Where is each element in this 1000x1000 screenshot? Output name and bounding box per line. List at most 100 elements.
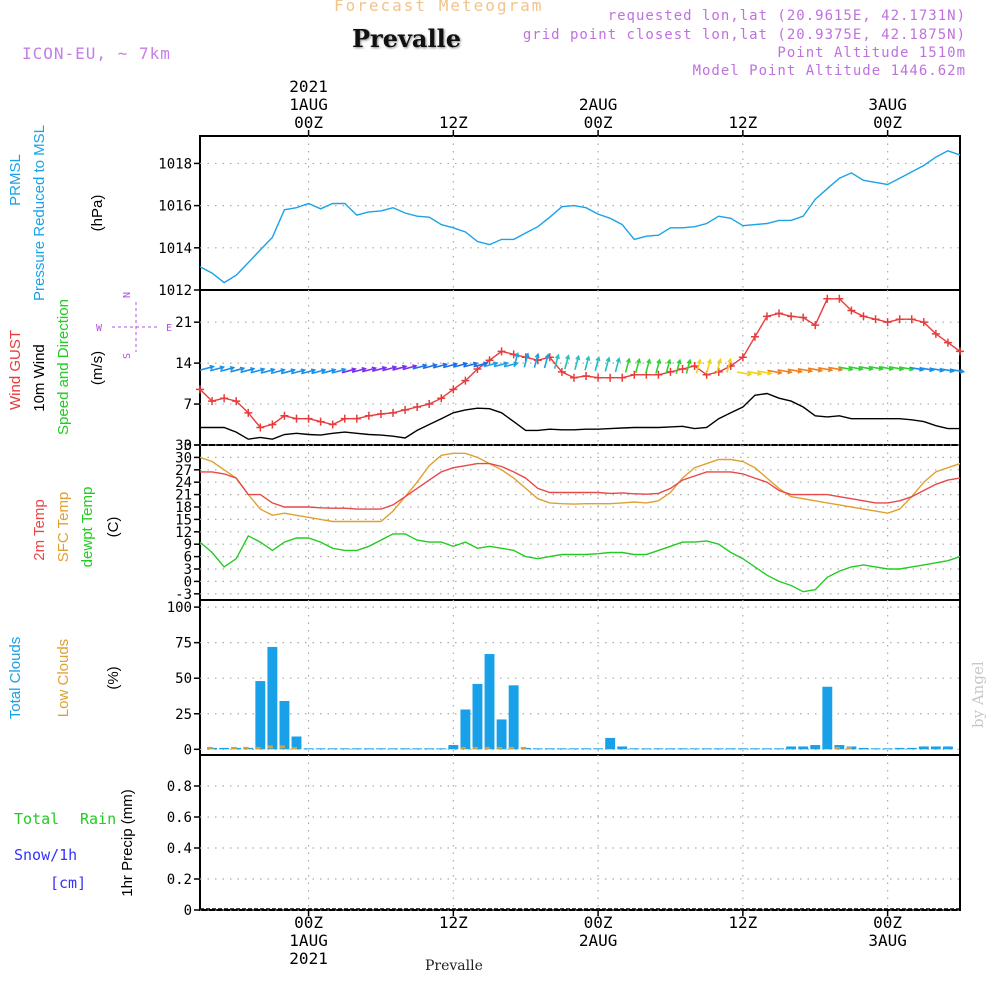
wind-direction-arrow: [493, 362, 508, 368]
snow-label: Snow/1h: [14, 846, 77, 864]
top-time-label: 00Z: [584, 113, 613, 132]
total-cloud-bar: [279, 700, 290, 750]
wind-gust-marker: [220, 394, 229, 403]
wind-gust-marker: [413, 402, 422, 411]
requested-coordinates: requested lon,lat (20.9615E, 42.1731N): [607, 8, 966, 24]
bottom-time-label: 00Z: [873, 913, 902, 932]
dewpt-temp-line: [200, 533, 960, 593]
low-cloud-bar: [255, 746, 261, 749]
total-cloud-bar: [544, 748, 555, 750]
wind-gust-marker: [328, 420, 337, 429]
wind-direction-arrow: [614, 358, 620, 373]
wind-direction-arrowhead: [707, 358, 712, 364]
sfc-temp-line: [200, 452, 960, 523]
rain-label-rain: Rain: [80, 810, 116, 828]
low-cloud-bar: [267, 745, 273, 749]
wind-direction-arrow: [878, 365, 893, 370]
clouds-frame: [199, 599, 961, 756]
temperature-frame: [199, 444, 961, 601]
wind-gust-marker: [823, 294, 832, 303]
wind-direction-arrow: [939, 367, 954, 372]
total-cloud-bar: [303, 748, 314, 750]
wind-direction-arrowhead: [767, 370, 773, 376]
temperature-ytick-label: 33: [175, 438, 192, 454]
wind-direction-arrowhead: [503, 361, 509, 367]
wind-direction-arrowhead: [320, 368, 327, 374]
pressure-ytick-label: 1012: [158, 283, 192, 299]
wind-direction-arrow: [230, 367, 245, 373]
wind-direction-arrowhead: [565, 354, 571, 360]
low-cloud-bar: [291, 746, 298, 749]
wind-direction-arrow: [240, 367, 255, 374]
total-cloud-bar: [918, 746, 929, 750]
pressure-label-reduced: Pressure Reduced to MSL: [31, 125, 48, 301]
wind-direction-arrow: [574, 355, 580, 370]
wind-gust-marker: [630, 370, 639, 379]
wind-direction-arrowhead: [250, 367, 256, 372]
top-time-label: 1AUG: [289, 95, 328, 114]
wind-direction-arrowhead: [625, 357, 631, 363]
wind-direction-arrowhead: [797, 368, 803, 374]
wind-gust-marker: [859, 312, 868, 321]
top-time-label: 3AUG: [868, 95, 907, 114]
top-time-label: 2021: [289, 77, 328, 96]
wind-direction-arrow: [209, 366, 224, 372]
total-cloud-bar: [737, 748, 748, 750]
wind-direction-arrowhead: [452, 362, 459, 368]
total-cloud-bar: [339, 748, 350, 750]
wind-direction-arrow: [523, 353, 529, 368]
wind-gust-marker: [461, 376, 470, 385]
pressure-frame: [199, 135, 961, 291]
total-cloud-bar: [363, 748, 374, 750]
wind-direction-arrowhead: [280, 368, 286, 374]
total-cloud-bar: [532, 748, 543, 750]
temperature-ytick-label: 18: [175, 500, 192, 516]
wind-direction-arrow: [634, 359, 641, 374]
compass-axes: [112, 302, 160, 352]
total-cloud-bar: [472, 683, 483, 750]
temp-label-2m: 2m Temp: [31, 499, 48, 560]
wind-direction-arrow: [899, 366, 914, 371]
wind-gust-marker: [557, 367, 566, 376]
wind-direction-arrowhead: [605, 356, 611, 362]
wind-gust-marker: [497, 347, 506, 356]
wind-direction-arrow: [442, 363, 457, 369]
precip-frame: [199, 754, 961, 911]
wind-direction-arrow: [594, 357, 600, 372]
total-cloud-bar: [653, 748, 664, 750]
wind-direction-arrow: [483, 362, 498, 368]
total-cloud-bar: [508, 685, 519, 750]
low-cloud-bar: [231, 746, 237, 749]
rain-label-total: Total: [14, 810, 59, 828]
total-cloud-bar: [291, 736, 302, 750]
wind-direction-arrow: [220, 366, 234, 373]
clouds-label-low: Low Clouds: [55, 639, 72, 717]
wind-gust-marker: [750, 332, 759, 341]
total-cloud-bar: [267, 646, 278, 750]
wind-direction-arrow: [290, 369, 305, 375]
total-cloud-bar: [436, 748, 447, 750]
low-cloud-bar: [472, 746, 478, 749]
total-cloud-bar: [376, 748, 386, 750]
wind-direction-arrow: [868, 365, 883, 370]
location-title: Prevalle: [352, 24, 461, 53]
temperature-ytick-label: 27: [175, 463, 192, 479]
wind-direction-arrowhead: [646, 358, 652, 364]
low-cloud-bar: [460, 746, 466, 749]
wind-direction-arrow: [624, 358, 630, 373]
temperature-ytick-label: -3: [175, 587, 192, 603]
total-cloud-bar: [496, 719, 507, 750]
temp-label-sfc: SFC Temp: [55, 492, 72, 563]
wind-direction-arrow: [453, 362, 468, 368]
wind-direction-arrowhead: [290, 368, 297, 374]
wind-direction-arrowhead: [555, 353, 560, 360]
top-time-label: 12Z: [728, 113, 757, 132]
total-cloud-bar: [351, 748, 362, 750]
total-cloud-bar: [930, 746, 941, 750]
wind-direction-arrow: [848, 366, 863, 371]
temp-label-dewpt: dewpt Temp: [79, 487, 96, 568]
wind-gust-marker: [449, 385, 458, 394]
wind-gust-marker: [654, 370, 663, 379]
wind-gust-marker: [762, 312, 771, 321]
wind-direction-arrow: [665, 359, 671, 374]
